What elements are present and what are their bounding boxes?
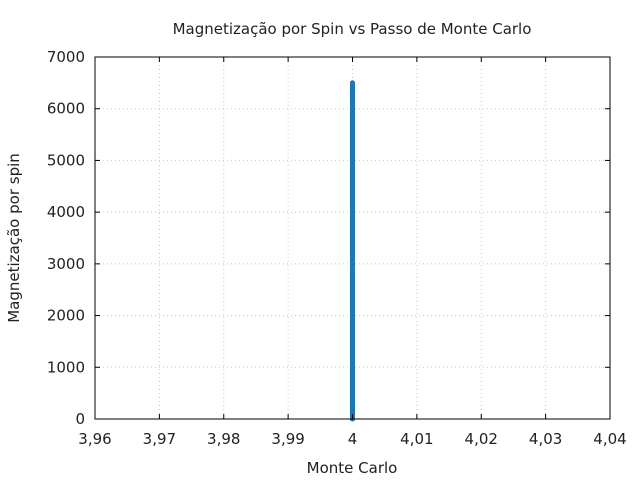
- x-tick-label: 4,02: [465, 430, 498, 448]
- x-tick-label: 4,04: [593, 430, 626, 448]
- y-tick-label: 6000: [47, 100, 85, 118]
- x-tick-label: 3,98: [207, 430, 240, 448]
- y-tick-label: 7000: [47, 48, 85, 66]
- x-tick-label: 3,99: [271, 430, 304, 448]
- x-tick-label: 4,03: [529, 430, 562, 448]
- y-axis-label: Magnetização por spin: [5, 153, 23, 323]
- series-layer: [350, 80, 355, 422]
- y-tick-label: 1000: [47, 358, 85, 376]
- chart-title: Magnetização por Spin vs Passo de Monte …: [173, 20, 532, 38]
- y-tick-label: 2000: [47, 307, 85, 325]
- data-point: [350, 80, 355, 86]
- x-tick-label: 4: [348, 430, 358, 448]
- x-tick-label: 3,97: [143, 430, 176, 448]
- y-tick-label: 5000: [47, 151, 85, 169]
- y-tick-label: 0: [75, 410, 85, 428]
- x-axis-label: Monte Carlo: [307, 459, 398, 477]
- y-tick-label: 4000: [47, 203, 85, 221]
- y-tick-label: 3000: [47, 255, 85, 273]
- x-tick-label: 3,96: [78, 430, 111, 448]
- tick-layer: 3,96 3,97 3,98 3,99 4 4,01 4,02 4,03 4,04 0 1000 20…: [47, 48, 627, 448]
- x-tick-label: 4,01: [400, 430, 433, 448]
